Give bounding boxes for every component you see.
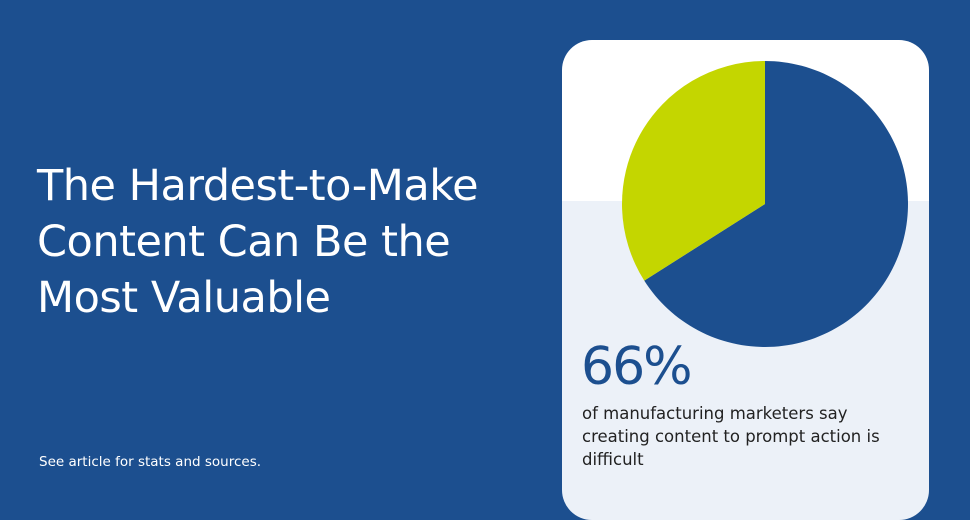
pie-chart xyxy=(622,61,908,348)
stat-description: of manufacturing marketers say creating … xyxy=(582,404,880,469)
headline: The Hardest-to-Make Content Can Be the M… xyxy=(37,161,479,323)
pie-slice-1 xyxy=(622,61,765,281)
stat-card: 66% of manufacturing marketers say creat… xyxy=(562,40,929,520)
stat-value: 66% xyxy=(581,337,693,397)
sources-note: See article for stats and sources. xyxy=(39,454,262,470)
pie-slice-0 xyxy=(644,61,908,348)
